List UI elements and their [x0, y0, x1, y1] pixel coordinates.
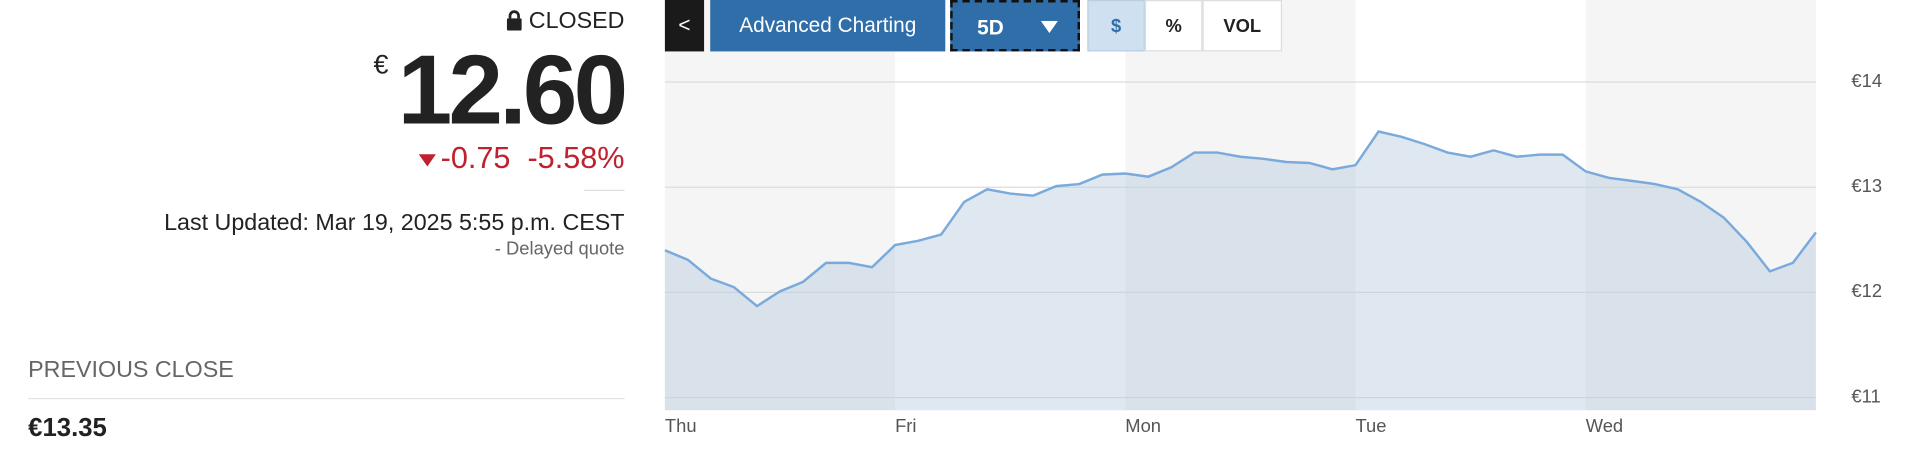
change-row: -0.75 -5.58% — [418, 140, 625, 177]
x-tick-label: Tue — [1356, 415, 1387, 436]
y-tick-label: €14 — [1851, 70, 1882, 91]
day-band — [1125, 0, 1356, 411]
day-band — [664, 0, 896, 411]
x-tick-label: Wed — [1586, 415, 1623, 436]
percent-button[interactable]: % — [1144, 0, 1203, 52]
back-button[interactable]: < — [664, 0, 705, 52]
price: 12.60 — [397, 35, 628, 145]
separator — [584, 189, 625, 192]
day-band — [895, 0, 1126, 411]
day-band — [1585, 0, 1816, 411]
last-updated: Last Updated: Mar 19, 2025 5:55 p.m. CES… — [164, 210, 625, 237]
area-fill — [664, 131, 1816, 411]
x-tick-label: Fri — [895, 415, 916, 436]
vol-button[interactable]: VOL — [1202, 0, 1283, 52]
x-tick-label: Mon — [1125, 415, 1161, 436]
advanced-charting-button[interactable]: Advanced Charting — [710, 0, 946, 52]
dollar-button[interactable]: $ — [1087, 0, 1145, 52]
y-tick-label: €12 — [1851, 280, 1882, 301]
prev-close-label: PREVIOUS CLOSE — [28, 357, 234, 384]
range-text: 5D — [977, 15, 1004, 40]
x-tick-label: Thu — [665, 415, 697, 436]
range-dropdown[interactable]: 5D — [950, 0, 1081, 52]
y-tick-label: €11 — [1851, 385, 1880, 406]
price-line — [664, 130, 1817, 308]
change-pct: -5.58% — [527, 140, 625, 176]
separator — [28, 397, 625, 400]
currency: € — [373, 48, 389, 80]
delayed: - Delayed quote — [494, 238, 625, 260]
day-band — [1355, 0, 1586, 411]
status-text: CLOSED — [528, 8, 625, 35]
status: CLOSED — [506, 8, 625, 36]
down-arrow — [418, 154, 436, 167]
dropdown-arrow — [1040, 20, 1058, 34]
lock-icon — [506, 10, 522, 31]
prev-close: €13.35 — [28, 413, 107, 443]
change: -0.75 — [440, 140, 511, 176]
y-tick-label: €13 — [1851, 175, 1882, 196]
